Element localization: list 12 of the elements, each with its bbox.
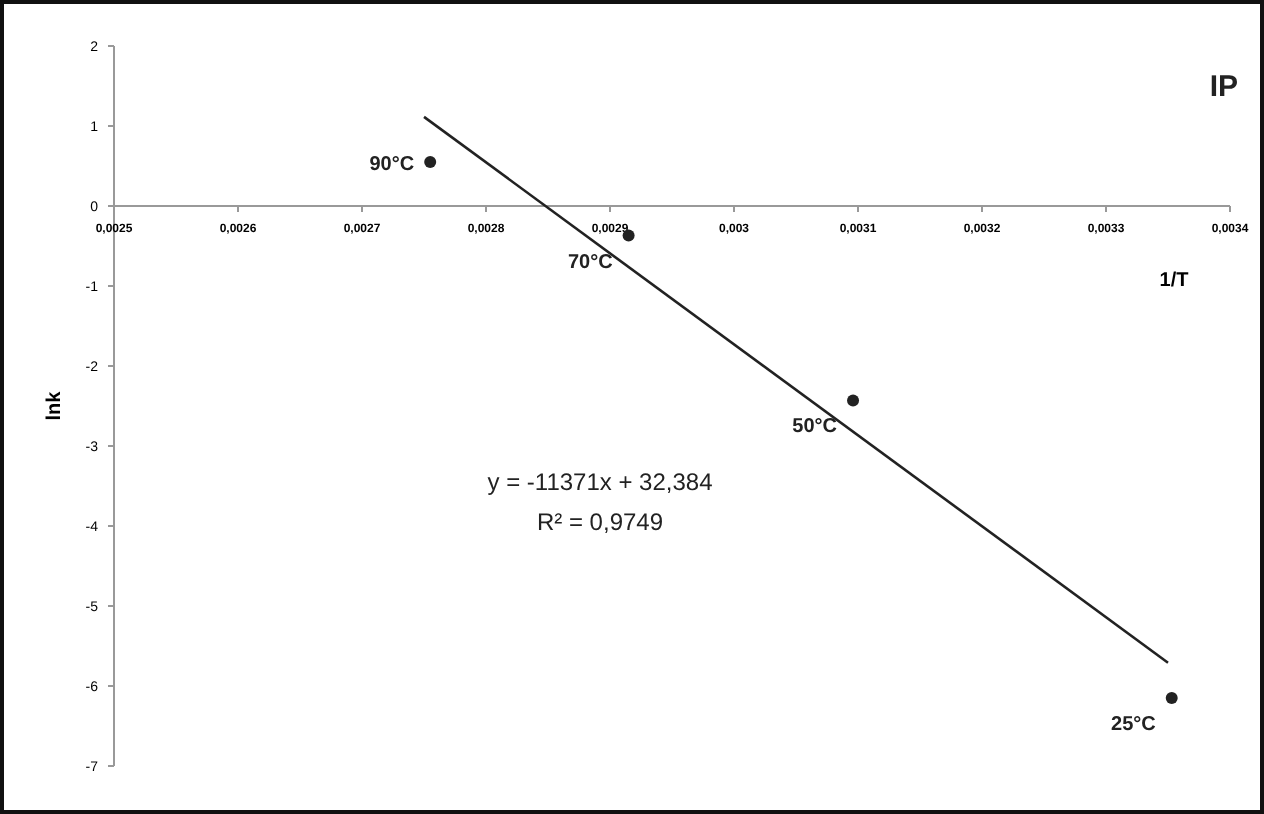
point [424,156,437,168]
annotation: 50°C [792,416,838,439]
point [847,394,860,407]
annotation: R² = 0,9749 [536,508,664,536]
text: IP [1209,70,1238,104]
annotation: 25°C [1111,714,1156,736]
x-axis-title: 1/T [1159,270,1189,292]
y-axis-title: lnk [44,390,66,421]
annotation: 90°C [369,154,415,176]
point [1165,692,1178,704]
annotation: y = -11371x + 32,384 [487,468,714,496]
annotation: 70°C [567,251,613,274]
